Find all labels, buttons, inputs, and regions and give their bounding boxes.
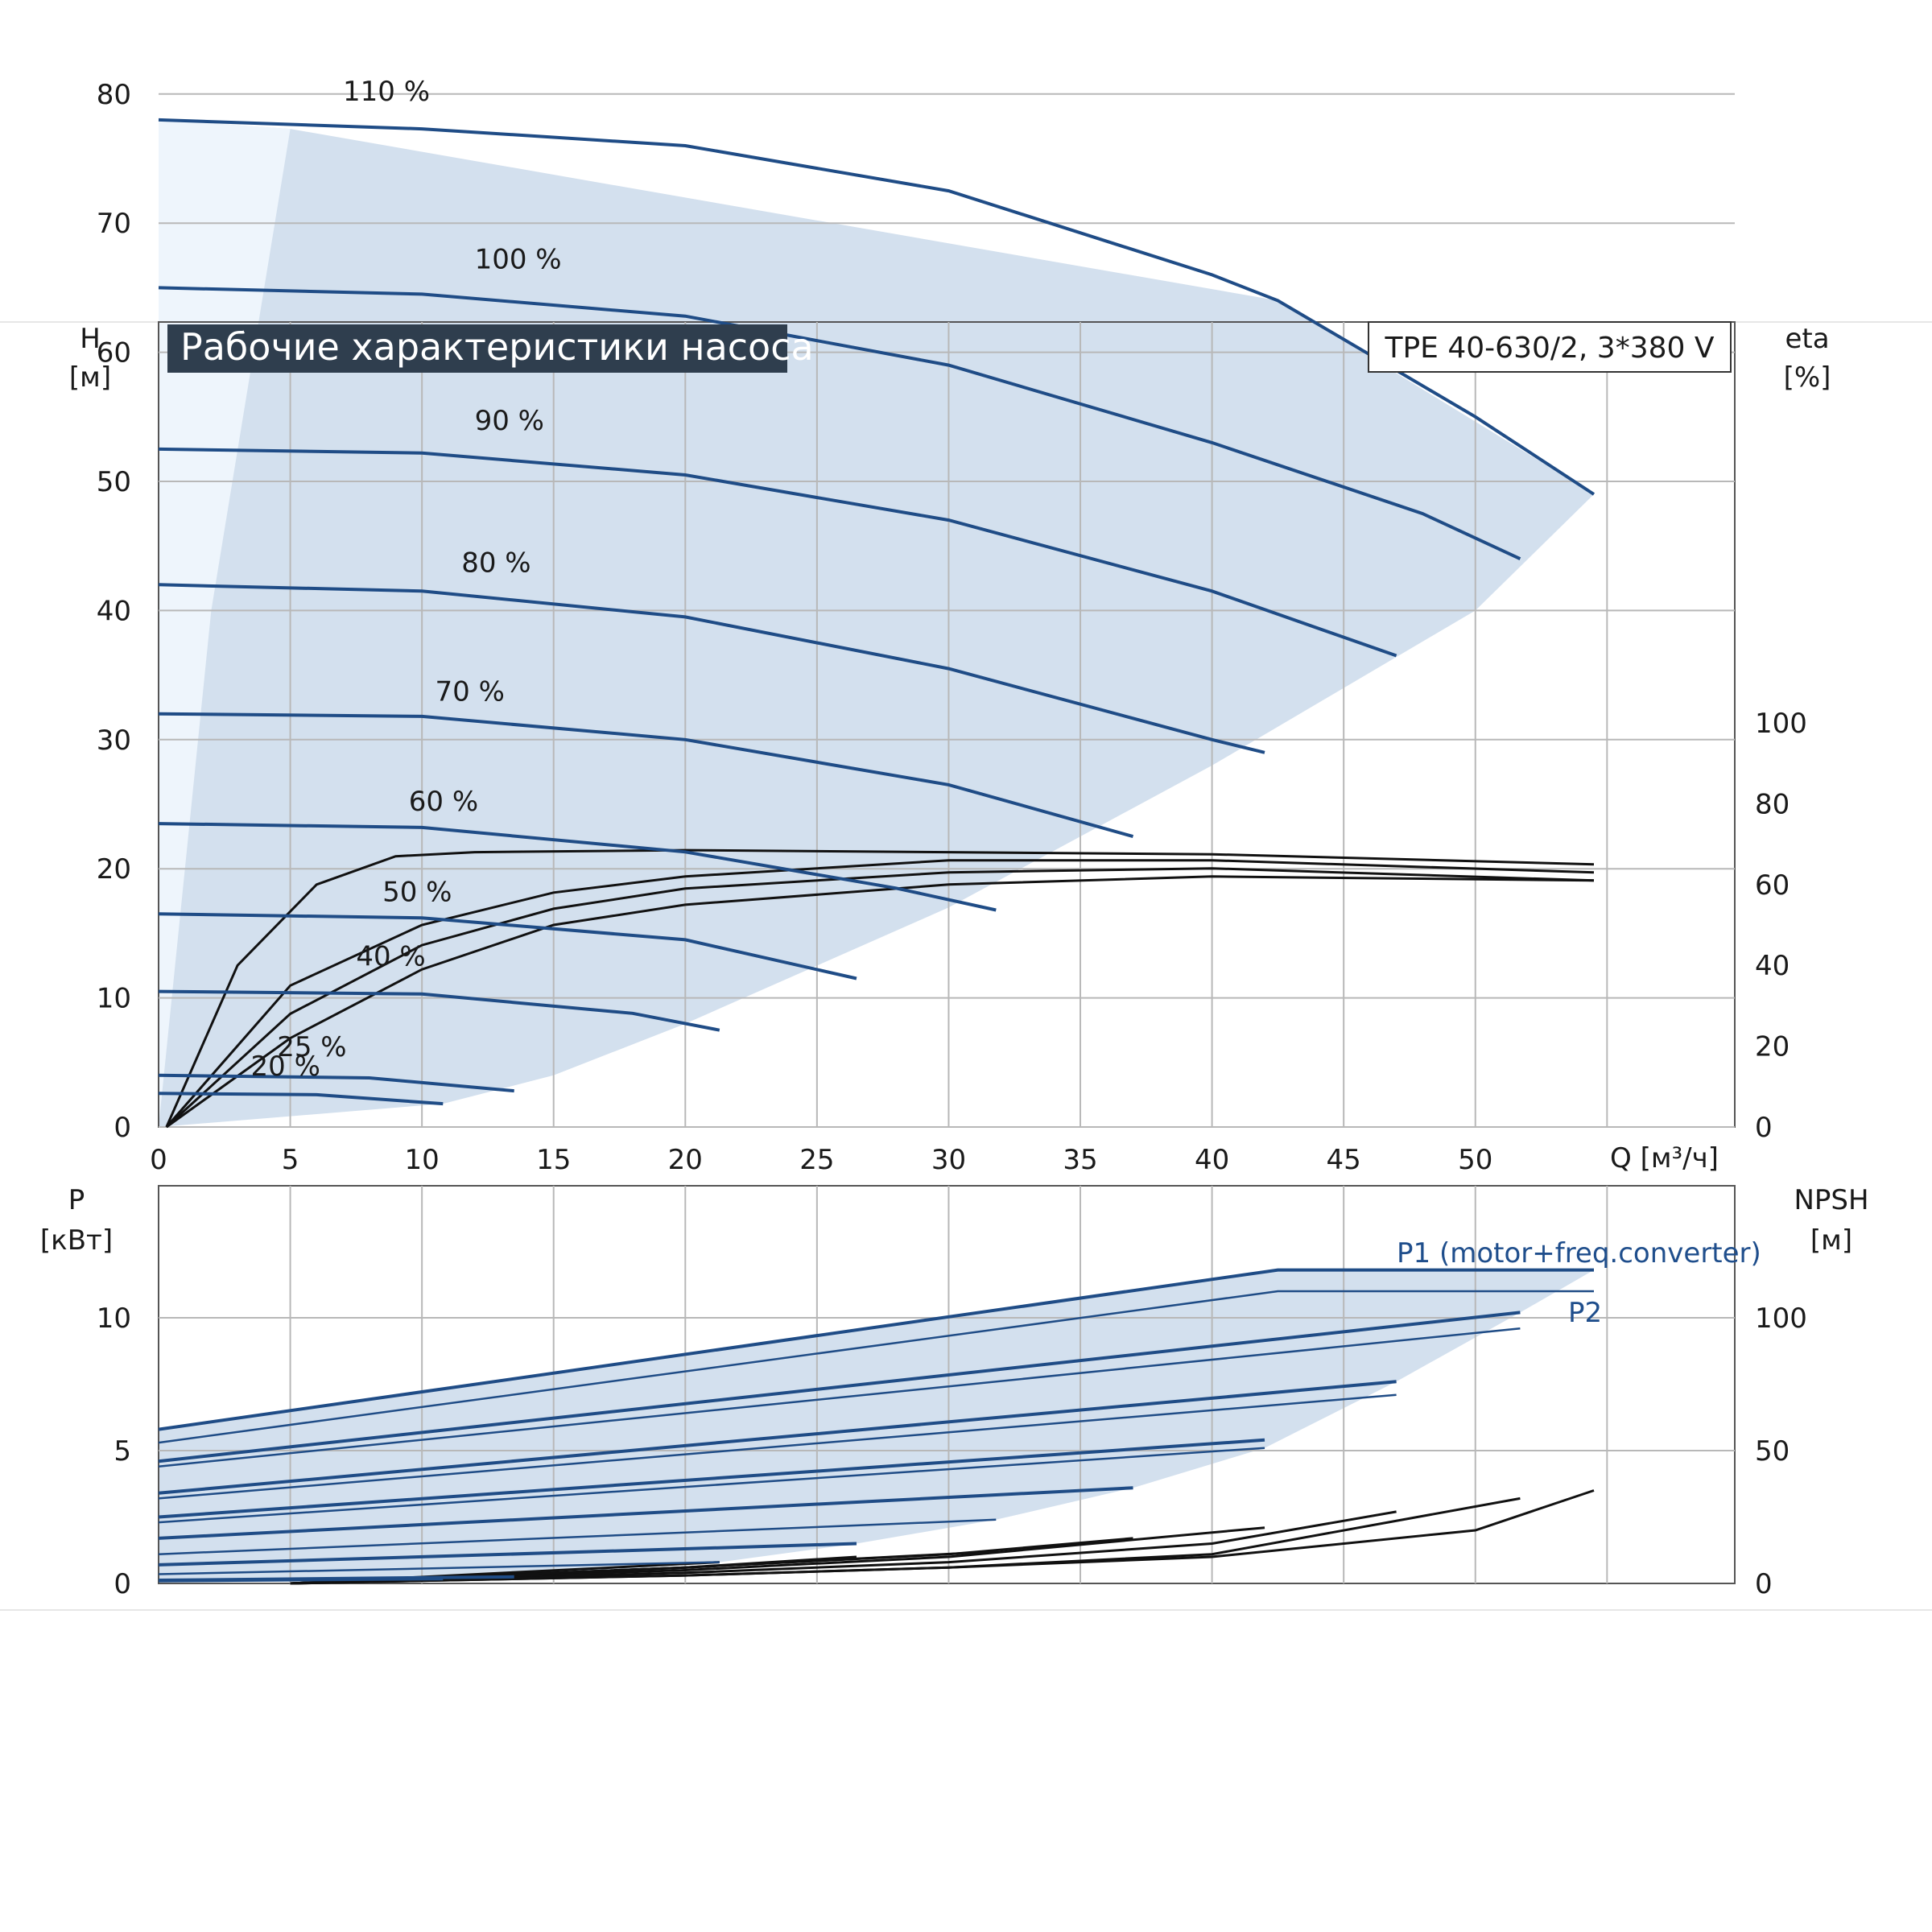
- p1-label: P1 (motor+freq.converter): [1397, 1237, 1761, 1269]
- eta-tick-label: 20: [1755, 1031, 1790, 1063]
- speed-curve: [158, 712, 1134, 839]
- chart-title-box: [167, 324, 787, 373]
- speed-label: 50 %: [382, 876, 452, 908]
- flow-tick-label: 45: [1327, 1144, 1361, 1176]
- head-tick-label: 20: [97, 853, 131, 886]
- flow-tick-label: 30: [931, 1144, 966, 1176]
- efficiency-curve: [165, 848, 1595, 1128]
- efficiency-curve: [165, 859, 1595, 1128]
- flow-tick-label: 5: [282, 1144, 299, 1176]
- power-curve: [158, 1327, 1521, 1468]
- chart-title: Рабочие характеристики насоса: [180, 325, 814, 369]
- eta-tick-label: 0: [1755, 1112, 1773, 1144]
- speed-label: 110 %: [343, 76, 430, 108]
- npsh-curve: [290, 1496, 1521, 1585]
- speed-label: 60 %: [409, 786, 478, 818]
- power-curve: [158, 1542, 857, 1567]
- speed-label: 20 %: [251, 1051, 320, 1083]
- power-curve: [158, 1578, 444, 1583]
- power-plot-frame: [158, 1185, 1736, 1584]
- speed-label: 80 %: [461, 547, 530, 579]
- power-operating-range: [159, 1269, 1594, 1583]
- npsh-curve: [290, 1510, 1397, 1585]
- power-curve: [158, 1561, 720, 1575]
- speed-curve: [158, 447, 1397, 658]
- power-curve: [158, 1486, 1133, 1540]
- flow-tick-label: 0: [150, 1144, 167, 1176]
- power-curve: [158, 1575, 514, 1582]
- speed-curve: [158, 989, 720, 1032]
- eta-tick-label: 80: [1755, 788, 1790, 820]
- head-panel: 0 5 10 15 20 25 30 35 40 45 50 0 10 20 30 40 50 60 70 80 0 20…: [97, 76, 1807, 1176]
- head-tick-label: 80: [97, 79, 131, 111]
- npsh-axis-unit: [м]: [1810, 1224, 1852, 1257]
- head-tick-label: 10: [97, 983, 131, 1015]
- efficiency-curve: [165, 875, 1595, 1129]
- speed-curve: [158, 822, 997, 912]
- npsh-tick-label: 100: [1755, 1302, 1807, 1335]
- model-label: TPE 40-630/2, 3*380 V: [1384, 332, 1714, 365]
- flow-tick-label: 10: [405, 1144, 440, 1176]
- power-axis-title: P: [68, 1184, 85, 1216]
- power-curve: [158, 1311, 1521, 1463]
- power-curve: [158, 1290, 1594, 1444]
- flow-tick-label: 50: [1458, 1144, 1492, 1176]
- head-tick-label: 0: [114, 1112, 131, 1144]
- eta-axis-unit: [%]: [1784, 361, 1831, 394]
- speed-label: 100 %: [475, 243, 562, 275]
- speed-label: 90 %: [475, 405, 544, 437]
- power-tick-label: 10: [97, 1302, 131, 1335]
- speed-curve: [158, 583, 1265, 754]
- power-curve: [158, 1438, 1265, 1519]
- speed-curve: [158, 912, 857, 980]
- head-tick-label: 60: [97, 337, 131, 369]
- flow-axis-title: Q [м³/ч]: [1610, 1142, 1719, 1174]
- power-tick-label: 5: [114, 1435, 131, 1468]
- p2-label: P2: [1568, 1297, 1602, 1329]
- flow-tick-label: 40: [1195, 1144, 1229, 1176]
- power-curve: [158, 1518, 997, 1555]
- speed-curve: [158, 118, 1596, 496]
- head-tick-label: 40: [97, 595, 131, 627]
- efficiency-curve: [165, 867, 1595, 1129]
- power-curve: [158, 1393, 1397, 1500]
- speed-label: 25 %: [277, 1031, 346, 1063]
- model-box: [1368, 321, 1732, 373]
- flow-tick-label: 35: [1063, 1144, 1097, 1176]
- speed-curve: [158, 286, 1521, 561]
- npsh-axis-title: NPSH: [1794, 1184, 1868, 1216]
- head-axis-unit: [м]: [69, 361, 111, 394]
- operating-range-area: [159, 119, 1594, 1127]
- power-curve: [158, 1268, 1594, 1431]
- speed-label: 70 %: [436, 676, 505, 708]
- eta-tick-label: 40: [1755, 950, 1790, 982]
- speed-curve: [158, 1092, 444, 1106]
- flow-tick-label: 15: [536, 1144, 571, 1176]
- eta-tick-label: 100: [1755, 708, 1807, 740]
- eta-tick-label: 60: [1755, 869, 1790, 902]
- power-axis-unit: [кВт]: [40, 1224, 113, 1257]
- head-axis-title: H: [80, 323, 101, 355]
- power-curve: [158, 1447, 1265, 1524]
- speed-label: 40 %: [356, 941, 425, 973]
- head-tick-label: 70: [97, 208, 131, 240]
- eta-axis-title: eta: [1785, 323, 1829, 355]
- flow-tick-label: 25: [799, 1144, 834, 1176]
- flow-tick-label: 20: [668, 1144, 703, 1176]
- power-tick-label: 0: [114, 1568, 131, 1600]
- head-tick-label: 50: [97, 466, 131, 498]
- npsh-tick-label: 50: [1755, 1435, 1790, 1468]
- speed-curve: [158, 1073, 514, 1093]
- head-tick-label: 30: [97, 724, 131, 757]
- npsh-tick-label: 0: [1755, 1568, 1773, 1600]
- power-curve: [158, 1380, 1397, 1495]
